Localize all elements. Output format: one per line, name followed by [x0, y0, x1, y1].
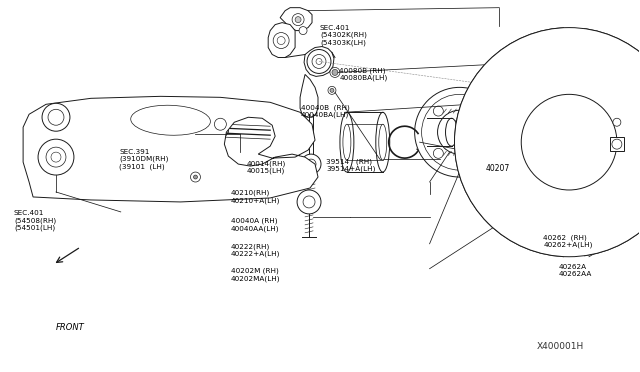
Circle shape — [438, 110, 481, 154]
Circle shape — [545, 157, 554, 167]
Text: SEC.391
(3910DM(RH)
(39101  (LH): SEC.391 (3910DM(RH) (39101 (LH) — [119, 149, 168, 170]
Text: X400001H: X400001H — [537, 342, 584, 351]
Circle shape — [297, 190, 321, 214]
Circle shape — [557, 130, 581, 154]
Circle shape — [454, 126, 465, 138]
Text: 40207: 40207 — [486, 164, 510, 173]
Text: FRONT: FRONT — [56, 323, 84, 332]
Ellipse shape — [131, 105, 211, 135]
Circle shape — [521, 94, 617, 190]
Circle shape — [547, 120, 591, 164]
Circle shape — [422, 94, 497, 170]
Circle shape — [48, 109, 64, 125]
Circle shape — [521, 94, 617, 190]
Text: SEC.401
(54508(RH)
(54501(LH): SEC.401 (54508(RH) (54501(LH) — [14, 210, 56, 231]
Text: 40222(RH)
40222+A(LH): 40222(RH) 40222+A(LH) — [231, 243, 280, 257]
Circle shape — [299, 26, 307, 35]
Circle shape — [613, 118, 621, 126]
Ellipse shape — [565, 28, 583, 257]
Ellipse shape — [343, 124, 351, 160]
Circle shape — [454, 28, 640, 257]
Circle shape — [277, 36, 285, 45]
Circle shape — [303, 196, 315, 208]
Polygon shape — [304, 46, 334, 76]
Text: 39514   (RH)
39514+A(LH): 39514 (RH) 39514+A(LH) — [326, 158, 376, 172]
Polygon shape — [195, 118, 228, 138]
Circle shape — [51, 152, 61, 162]
Circle shape — [307, 49, 331, 73]
Circle shape — [330, 89, 334, 92]
Text: 40014(RH)
40015(LH): 40014(RH) 40015(LH) — [246, 160, 286, 174]
Circle shape — [191, 172, 200, 182]
Circle shape — [476, 106, 486, 116]
Circle shape — [447, 120, 472, 144]
Circle shape — [584, 118, 594, 128]
Circle shape — [312, 54, 326, 68]
Circle shape — [584, 157, 594, 167]
Circle shape — [306, 159, 316, 169]
Polygon shape — [23, 96, 318, 202]
Circle shape — [273, 33, 289, 48]
Circle shape — [193, 175, 198, 179]
Polygon shape — [268, 23, 295, 58]
Text: 40210(RH)
40210+A(LH): 40210(RH) 40210+A(LH) — [231, 190, 280, 204]
Circle shape — [531, 104, 607, 180]
Circle shape — [332, 70, 338, 76]
Text: 40202M (RH)
40202MA(LH): 40202M (RH) 40202MA(LH) — [231, 267, 280, 282]
Circle shape — [46, 147, 66, 167]
Circle shape — [328, 86, 336, 94]
Circle shape — [433, 106, 444, 116]
Circle shape — [564, 137, 574, 147]
Text: 40262  (RH)
40262+A(LH): 40262 (RH) 40262+A(LH) — [543, 234, 593, 248]
Circle shape — [292, 14, 304, 26]
Circle shape — [454, 28, 640, 257]
Text: 40080B (RH)
40080BA(LH): 40080B (RH) 40080BA(LH) — [339, 67, 387, 81]
Circle shape — [330, 67, 340, 77]
Text: 40040A (RH)
40040AA(LH): 40040A (RH) 40040AA(LH) — [231, 218, 279, 231]
Circle shape — [476, 148, 486, 158]
Circle shape — [301, 154, 321, 174]
Circle shape — [612, 139, 622, 149]
Circle shape — [295, 17, 301, 23]
Text: SEC.401
(54302K(RH)
(54303K(LH): SEC.401 (54302K(RH) (54303K(LH) — [320, 25, 367, 46]
Circle shape — [545, 118, 554, 128]
Polygon shape — [280, 8, 312, 31]
Ellipse shape — [445, 118, 458, 146]
Ellipse shape — [340, 112, 354, 172]
Bar — [610, 137, 624, 151]
Polygon shape — [300, 74, 318, 117]
Circle shape — [316, 58, 322, 64]
Circle shape — [433, 148, 444, 158]
Circle shape — [42, 103, 70, 131]
Bar — [564, 23, 584, 262]
Circle shape — [214, 118, 227, 130]
Text: 40262A
40262AA: 40262A 40262AA — [559, 264, 593, 277]
Text: 40040B  (RH)
40040BA(LH): 40040B (RH) 40040BA(LH) — [301, 105, 349, 118]
Ellipse shape — [379, 124, 387, 160]
Ellipse shape — [376, 112, 390, 172]
Circle shape — [415, 87, 504, 177]
Circle shape — [38, 139, 74, 175]
